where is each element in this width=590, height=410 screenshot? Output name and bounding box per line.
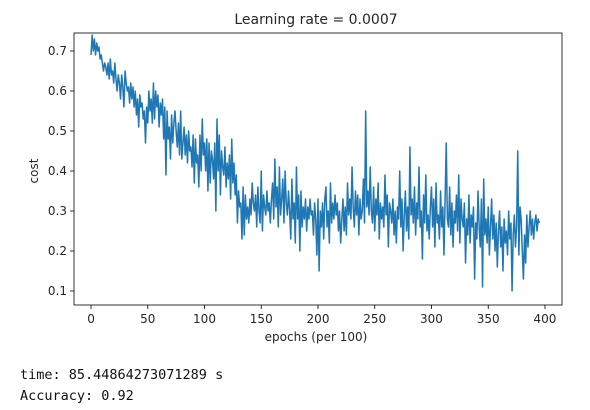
y-tick-label: 0.2 — [48, 244, 67, 258]
accuracy-output: Accuracy: 0.92 — [20, 388, 134, 404]
x-axis-label: epochs (per 100) — [265, 330, 368, 344]
x-tick-label: 300 — [420, 312, 443, 326]
plot-area — [90, 34, 541, 292]
y-axis-label: cost — [27, 158, 41, 183]
y-tick-label: 0.4 — [48, 164, 67, 178]
x-tick-label: 150 — [250, 312, 273, 326]
y-tick-label: 0.3 — [48, 204, 67, 218]
x-tick-label: 400 — [534, 312, 557, 326]
y-tick-label: 0.5 — [48, 124, 67, 138]
chart-title: Learning rate = 0.0007 — [234, 12, 397, 28]
axes: 0 50 100 150 200 250 300 350 400 0.1 0.2 0.3 0.4 0.5 0… — [48, 32, 563, 326]
x-tick-label: 0 — [87, 312, 95, 326]
x-tick-label: 200 — [307, 312, 330, 326]
y-tick-label: 0.1 — [48, 284, 67, 298]
line-chart: Learning rate = 0.0007 0 50 100 150 200 250 30… — [27, 12, 563, 344]
chart: Learning rate = 0.0007 0 50 100 150 200 250 30… — [27, 12, 563, 344]
x-tick-label: 100 — [193, 312, 216, 326]
y-tick-label: 0.7 — [48, 44, 67, 58]
cost-series-line-0 — [90, 34, 541, 292]
y-tick-label: 0.6 — [48, 84, 67, 98]
x-tick-label: 50 — [140, 312, 155, 326]
time-output: time: 85.44864273071289 s — [20, 367, 224, 383]
axes-frame — [73, 32, 563, 306]
x-tick-label: 350 — [477, 312, 500, 326]
x-tick-label: 250 — [363, 312, 386, 326]
